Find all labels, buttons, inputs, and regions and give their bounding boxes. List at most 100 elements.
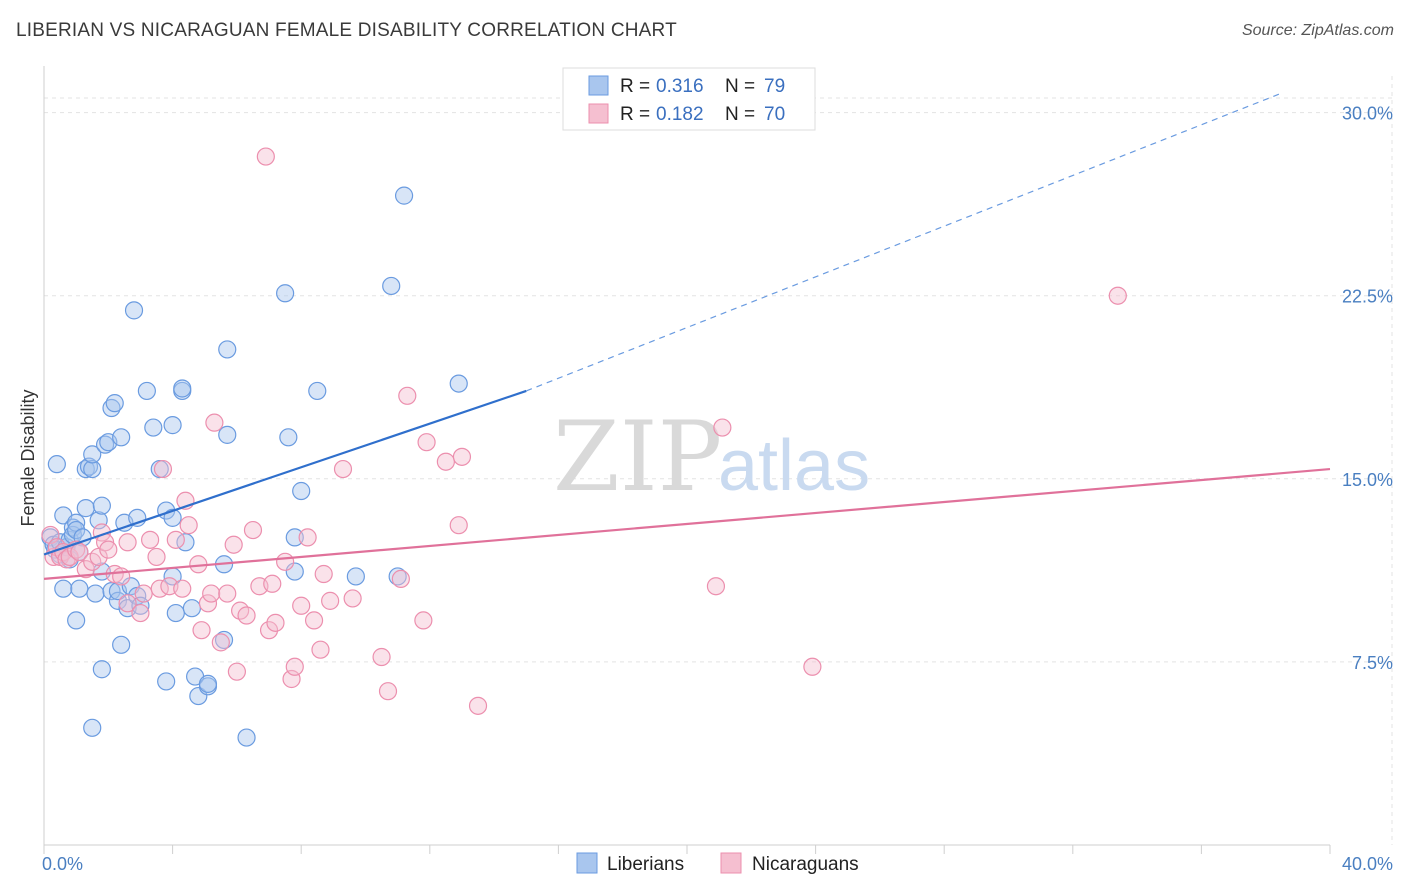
nicaraguan-point-62 (414, 611, 433, 630)
liberian-point-33 (102, 398, 121, 418)
liberian-point-28 (92, 660, 111, 679)
bottom-legend-swatch-liberians (576, 852, 598, 874)
nicaraguan-point-59 (378, 682, 398, 701)
liberian-point-71 (308, 381, 327, 401)
nicaraguan-point-67 (468, 696, 488, 715)
x-tick-labels: 0.0% 40.0% (42, 854, 1393, 874)
y-tick-label-1: 15.0% (1342, 470, 1393, 490)
liberian-point-18 (70, 579, 89, 598)
watermark-atlas: atlas (718, 426, 870, 506)
nicaraguan-point-63 (417, 433, 436, 452)
bottom-legend-label-nicaraguans: Nicaraguans (752, 854, 859, 875)
liberian-point-66 (237, 728, 256, 747)
liberian-point-60 (189, 686, 208, 706)
liberian-point-56 (173, 379, 192, 398)
liberian-point-73 (382, 276, 401, 296)
nicaraguan-point-22 (147, 547, 166, 567)
nicaraguan-point-16 (112, 567, 131, 586)
legend-swatch-nicaraguans (588, 103, 609, 124)
nicaraguan-point-18 (118, 533, 137, 552)
nicaraguan-point-21 (140, 530, 160, 549)
legend-r-label-1: R = (620, 76, 650, 97)
nicaraguan-point-64 (436, 452, 455, 471)
liberian-point-34 (105, 394, 124, 413)
nicaraguan-point-29 (179, 516, 198, 535)
nicaraguan-point-17 (118, 594, 137, 613)
liberian-point-7 (54, 579, 73, 598)
nicaraguan-point-57 (343, 589, 362, 608)
bottom-legend-label-liberians: Liberians (607, 854, 684, 875)
liberian-trend-line (43, 389, 527, 556)
liberian-point-42 (124, 301, 144, 320)
y-tick-label-2: 22.5% (1342, 287, 1393, 307)
nicaraguan-point-58 (372, 647, 391, 667)
liberian-point-54 (166, 603, 185, 623)
liberian-trend-extension (526, 92, 1282, 392)
watermark: ZIP atlas (553, 401, 870, 513)
series-liberians-points (41, 186, 468, 747)
nicaraguan-point-33 (202, 584, 221, 603)
nicaraguan-point-55 (321, 591, 340, 610)
nicaraguan-point-43 (256, 147, 275, 166)
liberian-point-37 (112, 428, 131, 447)
liberian-point-38 (112, 635, 131, 654)
nicaraguan-point-54 (314, 564, 333, 584)
liberian-point-63 (214, 630, 234, 650)
nicaraguan-point-46 (266, 613, 285, 632)
legend-r-value-2: 0.182 (656, 104, 704, 125)
nicaraguan-point-14 (99, 540, 118, 559)
liberian-point-52 (163, 508, 182, 527)
liberian-point-76 (388, 567, 407, 586)
liberian-point-23 (83, 445, 102, 464)
liberian-point-74 (394, 186, 414, 205)
liberian-point-47 (144, 418, 163, 437)
y-tick-label-0: 7.5% (1352, 653, 1393, 673)
legend-r-value-1: 0.316 (656, 76, 704, 97)
liberian-point-67 (276, 284, 295, 303)
nicaraguan-point-6 (60, 547, 79, 567)
nicaraguan-point-71 (1108, 286, 1127, 305)
nicaraguan-point-37 (224, 535, 243, 554)
nicaraguan-point-32 (198, 594, 218, 613)
nicaraguan-point-66 (452, 447, 472, 466)
nicaraguan-point-56 (333, 459, 353, 479)
nicaraguan-point-34 (205, 413, 224, 432)
liberian-point-22 (83, 459, 102, 479)
liberian-point-15 (67, 520, 86, 540)
nicaraguan-point-26 (166, 530, 185, 549)
nicaraguan-point-51 (298, 528, 317, 547)
liberian-point-62 (198, 674, 218, 693)
y-tick-label-3: 30.0% (1342, 104, 1393, 124)
source-label: Source: ZipAtlas.com (1241, 22, 1394, 39)
nicaraguan-point-52 (304, 611, 324, 630)
nicaraguan-point-27 (173, 579, 192, 598)
nicaraguan-point-24 (153, 459, 173, 479)
liberian-point-64 (218, 340, 237, 359)
legend-n-label-2: N = (725, 104, 755, 125)
legend-n-value-2: 70 (764, 104, 785, 125)
chart-title: LIBERIAN VS NICARAGUAN FEMALE DISABILITY… (16, 20, 677, 41)
liberian-point-46 (137, 381, 156, 401)
liberian-point-69 (285, 528, 304, 547)
liberian-point-51 (163, 416, 182, 435)
liberian-point-11 (63, 518, 83, 537)
nicaraguan-point-69 (713, 418, 732, 437)
liberian-point-77 (285, 562, 304, 581)
nicaraguan-point-53 (311, 640, 330, 659)
nicaraguan-point-50 (292, 596, 311, 615)
watermark-zip: ZIP (553, 401, 722, 513)
nicaraguan-point-38 (227, 662, 246, 681)
y-tick-labels: 7.5% 15.0% 22.5% 30.0% (1342, 104, 1393, 673)
legend-r-label-2: R = (620, 104, 650, 125)
x-tick-label-0: 0.0% (42, 854, 83, 874)
nicaraguan-point-40 (237, 606, 256, 625)
liberian-point-68 (279, 428, 298, 447)
liberian-point-14 (67, 611, 86, 630)
trend-lines (43, 92, 1331, 580)
x-tick-label-1: 40.0% (1342, 854, 1393, 874)
liberian-point-58 (182, 599, 201, 618)
legend-bottom: Liberians Nicaraguans (576, 852, 859, 875)
nicaraguan-point-31 (192, 621, 211, 640)
nicaraguan-point-68 (706, 577, 726, 596)
